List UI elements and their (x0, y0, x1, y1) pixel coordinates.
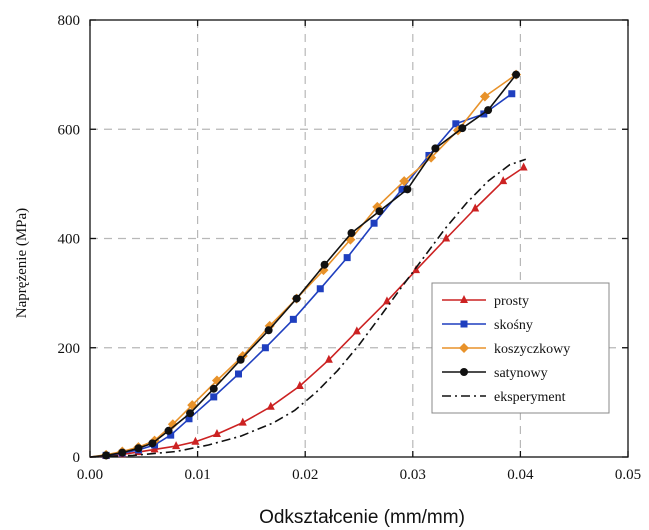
data-point-satynowy (458, 124, 467, 133)
data-point-sko-ny (185, 415, 193, 423)
series-satynowy (89, 70, 521, 460)
data-point-prosty (212, 429, 221, 438)
data-point-prosty (191, 436, 200, 445)
data-point-prosty (295, 380, 304, 389)
data-point-sko-ny (234, 370, 242, 378)
x-tick-label: 0.01 (184, 467, 210, 483)
data-point-satynowy (186, 409, 195, 418)
data-point-satynowy (264, 326, 273, 335)
data-point-satynowy (292, 294, 301, 303)
x-tick-label: 0.05 (615, 467, 641, 483)
legend-label-koszyczkowy: koszyczkowy (494, 342, 570, 357)
x-tick-label: 0.00 (77, 467, 103, 483)
data-point-sko-ny (210, 393, 218, 401)
legend-marker-satynowy (460, 368, 468, 376)
series-eksperyment (89, 158, 527, 458)
data-point-satynowy (102, 451, 111, 460)
legend: prosty skośny koszyczkowy satynowy eksperyme… (431, 282, 610, 414)
y-tick-label: 0 (73, 450, 81, 466)
legend-entry-koszyczkowy: koszyczkowy (442, 342, 570, 357)
data-point-prosty (238, 417, 247, 426)
data-point-sko-ny (261, 344, 269, 352)
data-point-koszyczkowy (167, 419, 178, 430)
legend-label-eksperyment: eksperyment (494, 390, 566, 405)
data-point-sko-ny (508, 90, 516, 98)
y-tick-label: 600 (58, 122, 81, 138)
legend-entry-eksperyment: eksperyment (442, 390, 566, 405)
legend-marker-sko-ny (460, 320, 468, 328)
data-point-satynowy (148, 439, 157, 448)
data-point-satynowy (236, 355, 245, 364)
data-point-prosty (382, 296, 391, 305)
data-point-koszyczkowy (426, 152, 437, 163)
y-tick-label: 800 (58, 13, 81, 29)
data-point-sko-ny (398, 185, 406, 193)
data-point-satynowy (403, 185, 412, 194)
data-point-koszyczkowy (399, 176, 410, 187)
legend-marker-prosty (460, 295, 468, 303)
data-point-prosty (471, 203, 480, 212)
data-point-satynowy (209, 384, 218, 393)
data-point-prosty (519, 162, 528, 171)
data-point-sko-ny (452, 120, 460, 128)
data-point-satynowy (512, 70, 521, 79)
legend-marker-koszyczkowy (459, 343, 469, 353)
data-point-prosty (172, 441, 181, 450)
y-tick-label: 200 (58, 341, 81, 357)
data-point-koszyczkowy (479, 91, 490, 102)
data-point-satynowy (347, 229, 356, 238)
data-point-satynowy (320, 260, 329, 269)
x-tick-label: 0.03 (400, 467, 426, 483)
axes (89, 19, 629, 458)
data-point-satynowy (431, 144, 440, 153)
x-tick-label: 0.04 (507, 467, 534, 483)
y-tick-label: 400 (58, 232, 81, 248)
legend-entry-sko-ny: skośny (442, 318, 533, 333)
data-point-prosty (324, 354, 333, 363)
data-point-prosty (412, 265, 421, 274)
series (89, 69, 528, 460)
data-point-sko-ny (167, 431, 175, 439)
legend-entry-satynowy: satynowy (442, 366, 548, 381)
data-point-satynowy (118, 448, 127, 457)
y-axis-label: Naprężenie (MPa) (14, 208, 30, 318)
data-point-prosty (442, 233, 451, 242)
data-point-satynowy (484, 106, 493, 115)
data-point-sko-ny (370, 219, 378, 227)
data-point-prosty (352, 326, 361, 335)
series-line-eksperyment (89, 158, 527, 458)
data-point-prosty (266, 401, 275, 410)
legend-label-sko-ny: skośny (494, 318, 533, 333)
data-point-satynowy (164, 426, 173, 435)
data-point-sko-ny (316, 285, 324, 293)
x-axis-label: Odkształcenie (mm/mm) (259, 507, 465, 528)
data-point-satynowy (375, 207, 384, 216)
data-point-satynowy (134, 444, 143, 453)
legend-entry-prosty: prosty (442, 294, 529, 309)
x-tick-label: 0.02 (292, 467, 318, 483)
tick-labels: 0.00 0.01 0.02 0.03 0.04 0.05 0 200 400 600 800 (58, 13, 642, 483)
data-point-prosty (499, 176, 508, 185)
data-point-sko-ny (343, 254, 351, 262)
legend-label-prosty: prosty (494, 294, 529, 309)
data-point-sko-ny (289, 315, 297, 323)
legend-label-satynowy: satynowy (494, 366, 548, 381)
